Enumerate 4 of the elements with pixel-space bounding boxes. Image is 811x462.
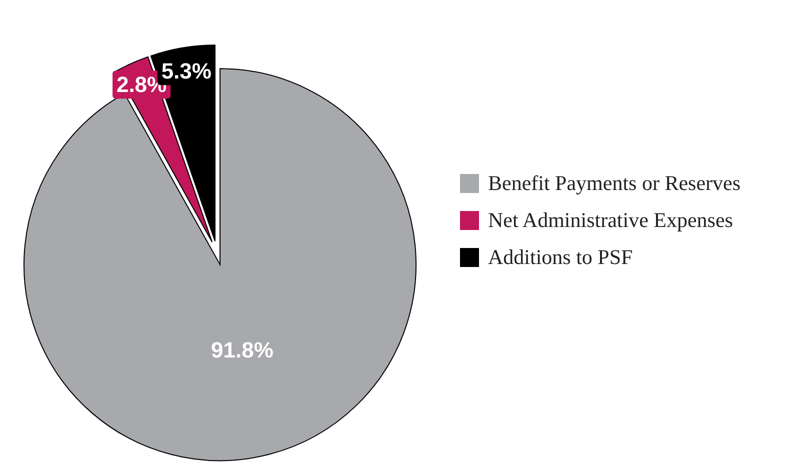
legend-label: Additions to PSF bbox=[488, 245, 633, 270]
legend-label: Benefit Payments or Reserves bbox=[488, 171, 741, 196]
legend-label: Net Administrative Expenses bbox=[488, 208, 733, 233]
data-label: 91.8% bbox=[211, 337, 274, 362]
